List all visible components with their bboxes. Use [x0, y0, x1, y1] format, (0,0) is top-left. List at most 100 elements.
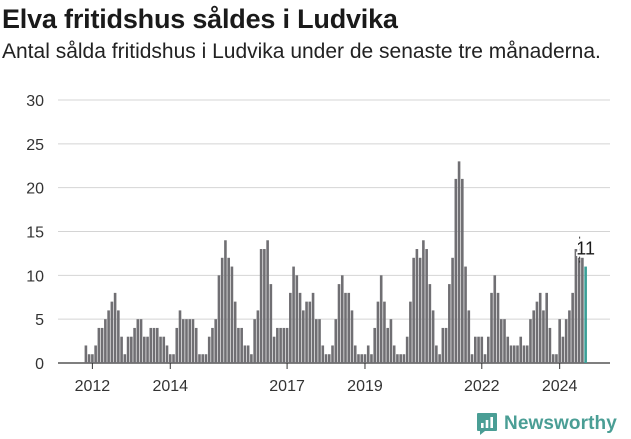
- bar: [295, 275, 299, 363]
- bar: [496, 292, 500, 363]
- latest-value-label: 11: [576, 239, 595, 259]
- bar: [474, 336, 477, 363]
- bar: [483, 354, 487, 363]
- bar: [327, 354, 331, 363]
- bar: [230, 266, 234, 363]
- bar: [499, 319, 503, 363]
- bar: [302, 310, 305, 363]
- bar: [386, 327, 389, 363]
- bar: [194, 327, 198, 363]
- bar: [477, 336, 480, 363]
- bar: [269, 284, 273, 363]
- y-tick-label: 5: [35, 312, 44, 329]
- bar: [240, 327, 243, 363]
- bar: [525, 345, 529, 363]
- bar: [110, 301, 114, 363]
- bar: [545, 292, 548, 363]
- bar: [415, 249, 419, 363]
- brand-name: Newsworthy: [504, 413, 617, 434]
- bar: [87, 354, 91, 363]
- bar: [298, 292, 302, 363]
- bar: [373, 327, 376, 363]
- x-tick-label: 2022: [464, 378, 500, 395]
- bar: [120, 336, 123, 363]
- y-tick-label: 15: [26, 225, 44, 242]
- bar: [107, 310, 110, 363]
- bar: [97, 327, 101, 363]
- bar: [220, 257, 224, 363]
- bar: [558, 319, 561, 363]
- bar: [571, 292, 574, 363]
- y-tick-label: 25: [26, 137, 44, 154]
- bar: [366, 345, 370, 363]
- bar: [130, 336, 133, 363]
- bar: [516, 345, 519, 363]
- bar: [146, 336, 149, 363]
- bar: [266, 240, 269, 363]
- bar: [512, 345, 516, 363]
- bar: [243, 345, 247, 363]
- bar: [168, 354, 172, 363]
- bar: [389, 319, 393, 363]
- bar: [581, 257, 584, 363]
- bar: [337, 284, 341, 363]
- chart-subtitle: Antal sålda fritidshus i Ludvika under d…: [2, 40, 601, 63]
- bar: [405, 336, 409, 363]
- bar: [136, 319, 140, 363]
- bar: [204, 354, 208, 363]
- x-axis-ticks: 2012 2014 2017 2019 2022 2024: [75, 363, 578, 395]
- bar-chart: 0 5 10 15 20 25 30 2012 2014 2017 2019 2022 2024 11: [26, 93, 610, 395]
- bar: [357, 354, 360, 363]
- bar: [207, 336, 211, 363]
- bar: [311, 292, 315, 363]
- bar: [149, 327, 153, 363]
- bar: [561, 336, 565, 363]
- bar: [454, 178, 458, 363]
- bar: [211, 327, 214, 363]
- bar: [321, 345, 325, 363]
- bar: [425, 249, 428, 363]
- bar: [486, 336, 490, 363]
- bar: [535, 301, 539, 363]
- bar: [340, 275, 344, 363]
- bar: [542, 310, 545, 363]
- bar: [188, 319, 192, 363]
- bar: [431, 310, 435, 363]
- bar: [104, 319, 107, 363]
- bar: [123, 354, 127, 363]
- bar: [276, 327, 279, 363]
- bar: [555, 354, 558, 363]
- bar: [568, 310, 571, 363]
- bar: [522, 345, 526, 363]
- bar: [162, 336, 166, 363]
- bar: [331, 345, 334, 363]
- bar: [201, 354, 205, 363]
- x-tick-label: 2019: [347, 378, 383, 395]
- bar: [470, 354, 474, 363]
- newsworthy-logo: Newsworthy: [476, 410, 617, 438]
- annotations: 11: [575, 236, 596, 264]
- bar: [428, 284, 432, 363]
- bar: [412, 257, 415, 363]
- bar: [84, 345, 88, 363]
- bar: [143, 336, 146, 363]
- bar: [191, 319, 195, 363]
- x-tick-label: 2024: [542, 378, 578, 395]
- bar: [117, 310, 120, 363]
- bar: [448, 284, 451, 363]
- bar: [379, 275, 383, 363]
- bar: [344, 292, 347, 363]
- bar: [438, 354, 441, 363]
- bar: [233, 301, 237, 363]
- y-tick-label: 10: [26, 268, 44, 285]
- bar: [461, 178, 464, 363]
- bar: [100, 327, 104, 363]
- bar: [175, 327, 179, 363]
- bar: [94, 345, 97, 363]
- bar: [441, 327, 445, 363]
- bar: [538, 292, 542, 363]
- bar: [574, 249, 578, 363]
- bar: [418, 257, 422, 363]
- bar: [324, 354, 328, 363]
- bar: [91, 354, 94, 363]
